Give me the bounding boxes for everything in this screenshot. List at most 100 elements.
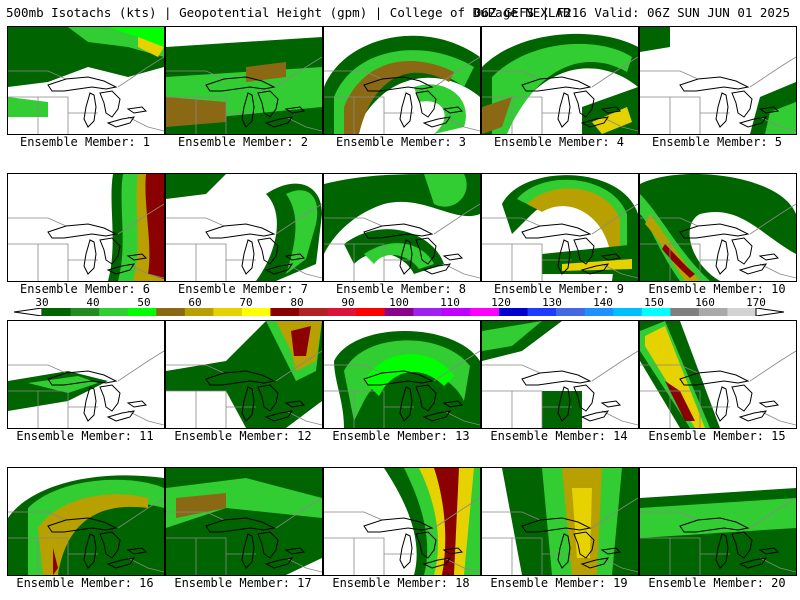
- map-panel-member-16: [7, 467, 165, 576]
- state-boundary: [324, 390, 385, 428]
- member-caption: Ensemble Member: 17: [174, 576, 312, 590]
- lake-outline: [758, 106, 780, 114]
- legend-color-swatch: [184, 308, 214, 316]
- map-panel-member-8: [323, 173, 481, 282]
- state-boundary: [285, 116, 322, 132]
- lake-outline: [399, 92, 413, 128]
- isotach-map: [8, 350, 164, 428]
- lake-outline: [83, 533, 97, 569]
- map-panel-member-12: [165, 320, 323, 429]
- lake-outline: [241, 386, 255, 422]
- lake-outline: [205, 370, 276, 386]
- lake-outline: [679, 76, 750, 92]
- lake-outline: [521, 223, 592, 239]
- isotach-map: [640, 488, 796, 575]
- state-boundary: [640, 217, 699, 227]
- color-legend: 30 40 50 60 70 80 90 100 110 120 130 140 150 160 170: [0, 296, 800, 318]
- state-boundary: [166, 537, 227, 575]
- map-panel-member-1: [7, 26, 165, 135]
- state-boundary: [640, 537, 701, 575]
- legend-color-swatch: [527, 308, 557, 316]
- lake-outline: [731, 90, 753, 118]
- state-boundary: [433, 497, 480, 529]
- state-boundary: [601, 263, 638, 279]
- isotach-shading: [145, 174, 164, 279]
- lake-outline: [205, 76, 276, 92]
- state-boundary: [127, 557, 164, 573]
- state-boundary: [127, 410, 164, 426]
- lake-outline: [126, 106, 148, 114]
- isotach-shading: [645, 214, 700, 281]
- state-boundary: [640, 511, 699, 521]
- state-boundary: [482, 511, 541, 521]
- state-boundary: [433, 203, 480, 235]
- legend-tick-label: 140: [593, 296, 613, 309]
- lake-outline: [738, 116, 768, 128]
- legend-color-swatch: [156, 308, 186, 316]
- legend-color-swatch: [299, 308, 329, 316]
- state-boundary: [640, 70, 699, 80]
- lake-outline: [580, 410, 610, 422]
- isotach-shading: [166, 174, 226, 199]
- lake-outline: [415, 237, 437, 265]
- isotach-shading: [246, 62, 286, 82]
- lake-outline: [580, 116, 610, 128]
- member-caption: Ensemble Member: 14: [490, 429, 628, 443]
- isotach-shading: [424, 174, 467, 207]
- state-boundary: [166, 96, 227, 134]
- lake-outline: [679, 223, 750, 239]
- isotach-shading: [482, 97, 512, 134]
- state-boundary: [482, 390, 543, 428]
- legend-tick-label: 130: [542, 296, 562, 309]
- legend-tick-label: 40: [86, 296, 100, 309]
- legend-tick-label: 120: [491, 296, 511, 309]
- lake-outline: [731, 384, 753, 412]
- state-boundary: [275, 56, 322, 88]
- state-boundary: [601, 557, 638, 573]
- state-boundary: [759, 263, 796, 279]
- lake-outline: [264, 557, 294, 569]
- isotach-shading: [8, 97, 48, 117]
- lake-outline: [99, 237, 121, 265]
- map-panel-member-19: [481, 467, 639, 576]
- state-boundary: [591, 350, 638, 382]
- legend-color-swatch: [213, 308, 243, 316]
- lake-outline: [47, 76, 118, 92]
- state-boundary: [482, 537, 543, 575]
- legend-color-swatch: [641, 308, 671, 316]
- legend-color-swatch: [127, 308, 157, 316]
- state-boundary: [324, 217, 383, 227]
- lake-outline: [557, 239, 571, 275]
- lake-outline: [99, 90, 121, 118]
- lake-outline: [580, 263, 610, 275]
- legend-color-swatch: [698, 308, 728, 316]
- legend-color-swatch: [727, 308, 757, 316]
- isotach-shading: [492, 43, 632, 134]
- state-boundary: [275, 497, 322, 529]
- isotach-map: [166, 37, 322, 134]
- legend-color-swatch: [584, 308, 614, 316]
- map-panel-member-10: [639, 173, 797, 282]
- legend-tick-label: 50: [137, 296, 151, 309]
- lake-outline: [600, 253, 622, 261]
- state-boundary: [166, 217, 225, 227]
- lake-outline: [47, 517, 118, 533]
- state-boundary: [482, 217, 541, 227]
- member-caption: Ensemble Member: 12: [174, 429, 312, 443]
- map-panel-member-4: [481, 26, 639, 135]
- lake-outline: [442, 106, 464, 114]
- lake-outline: [758, 400, 780, 408]
- map-panel-member-14: [481, 320, 639, 429]
- isotach-shading: [291, 326, 311, 356]
- state-boundary: [601, 116, 638, 132]
- state-boundary: [759, 116, 796, 132]
- lake-outline: [573, 531, 595, 559]
- lake-outline: [738, 410, 768, 422]
- legend-color-swatch: [356, 308, 386, 316]
- isotach-shading: [364, 354, 454, 396]
- member-caption: Ensemble Member: 2: [177, 135, 309, 149]
- state-boundary: [166, 364, 225, 374]
- lake-outline: [521, 370, 592, 386]
- member-caption: Ensemble Member: 19: [490, 576, 628, 590]
- lake-outline: [521, 517, 592, 533]
